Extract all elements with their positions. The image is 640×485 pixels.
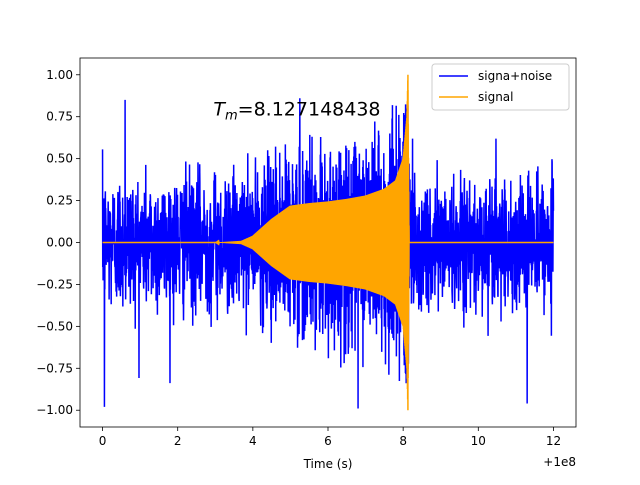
series-line-signal-noise: [101, 98, 555, 409]
legend-label-signal: signal: [478, 90, 514, 104]
series-layer: [101, 74, 555, 411]
y-tick-label: 0.75: [46, 110, 73, 124]
y-tick-label: −0.50: [36, 319, 73, 333]
x-axis: 0 2 4 6 8 10 12: [99, 427, 561, 448]
y-tick-label: −0.75: [36, 361, 73, 375]
legend: signa+noise signal: [431, 63, 570, 111]
plot-area: [79, 57, 577, 428]
y-tick-label: 0.00: [46, 236, 73, 250]
series-line-signal: [102, 74, 554, 411]
x-tick-label: 10: [471, 434, 486, 448]
y-tick-label: 1.00: [46, 68, 73, 82]
x-tick-label: 0: [99, 434, 107, 448]
x-tick-label: 6: [324, 434, 332, 448]
y-axis: −1.00 −0.75 −0.50 −0.25 0.00 0.25 0.50 0.75 1.00: [36, 68, 80, 417]
x-tick-label: 8: [399, 434, 407, 448]
x-tick-label: 12: [546, 434, 561, 448]
legend-label-signal-noise: signa+noise: [478, 69, 552, 83]
merger-time-annotation: Tm=8.127148438: [213, 98, 380, 123]
y-tick-label: −0.25: [36, 277, 73, 291]
y-tick-label: 0.50: [46, 152, 73, 166]
x-offset-label: +1e8: [543, 455, 576, 469]
x-axis-label: Time (s): [303, 457, 353, 471]
x-tick-label: 4: [249, 434, 257, 448]
x-tick-label: 2: [174, 434, 182, 448]
y-tick-label: 0.25: [46, 194, 73, 208]
y-tick-label: −1.00: [36, 403, 73, 417]
